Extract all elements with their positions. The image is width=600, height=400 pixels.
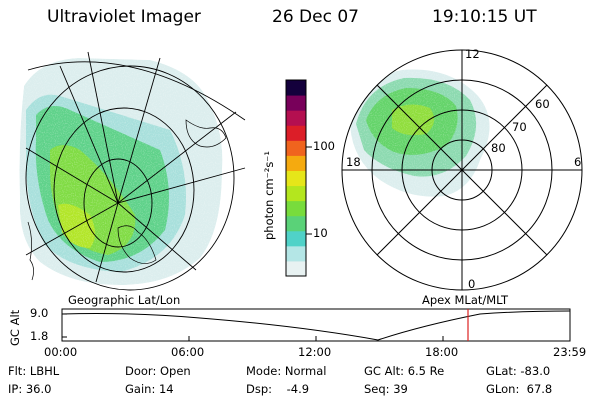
info-ip-value: 36.0 [25, 382, 52, 396]
colorbar [285, 79, 312, 277]
mlt-label-6: 6 [574, 155, 582, 169]
info-glon: GLon: 67.8 [486, 382, 553, 396]
info-glat: GLat: -83.0 [486, 364, 551, 378]
altitude-ylabel: GC Alt [8, 309, 22, 346]
info-mode-value: Normal [284, 364, 327, 378]
info-seq-value: 39 [393, 382, 408, 396]
colorbar-label-10: 10 [313, 226, 328, 240]
mlat-label-80: 80 [491, 141, 506, 155]
colorbar-cell [286, 185, 306, 202]
mlt-label-18: 18 [346, 155, 361, 169]
info-glat-value: -83.0 [520, 364, 551, 378]
colorbar-cell [286, 200, 306, 217]
meridian-lines [25, 51, 246, 283]
time-tick-1800: 18:00 [425, 345, 459, 359]
colorbar-cell [286, 125, 306, 141]
info-dsp-value: -4.9 [286, 382, 310, 396]
info-door-value: Open [159, 364, 191, 378]
right-map-caption: Apex MLat/MLT [422, 293, 509, 307]
info-gc-alt-value: 6.5 Re [407, 364, 445, 378]
altitude-curve [61, 310, 571, 341]
info-seq: Seq: 39 [364, 382, 408, 396]
time-label: 19:10:15 UT [432, 7, 537, 27]
colorbar-cell [286, 110, 306, 126]
info-glon-value: 67.8 [526, 382, 553, 396]
colorbar-cell [286, 260, 306, 277]
info-flt: Flt: LBHL [8, 364, 60, 378]
altitude-ytick-9: 9.0 [30, 306, 49, 320]
colorbar-cell [286, 155, 306, 171]
mlat-label-70: 70 [512, 120, 527, 134]
mlt-label-12: 12 [465, 47, 480, 61]
time-axis-ticks [61, 336, 571, 341]
info-ip: IP: 36.0 [8, 382, 52, 396]
info-mode: Mode: Normal [246, 364, 327, 378]
latitude-circles [25, 61, 246, 291]
colorbar-cell [286, 245, 306, 262]
info-dsp: Dsp: -4.9 [246, 382, 310, 396]
instrument-title: Ultraviolet Imager [47, 7, 201, 27]
left-map-caption: Geographic Lat/Lon [68, 293, 181, 307]
date-label: 26 Dec 07 [272, 7, 359, 27]
info-gain-value: 14 [158, 382, 174, 396]
altitude-ytick-1-8: 1.8 [30, 329, 49, 343]
info-flt-value: LBHL [29, 364, 60, 378]
mlat-label-60: 60 [535, 97, 550, 111]
info-gc-alt: GC Alt: 6.5 Re [364, 364, 445, 378]
colorbar-cell [286, 80, 306, 96]
colorbar-cell [286, 230, 306, 247]
info-gain: Gain: 14 [125, 382, 174, 396]
time-tick-2359: 23:59 [553, 345, 587, 359]
time-tick-1200: 12:00 [298, 345, 332, 359]
left-geographic-map [19, 51, 246, 291]
right-polar-map [341, 49, 583, 291]
colorbar-cell [286, 140, 306, 156]
altitude-plot [61, 308, 571, 342]
colorbar-label-100: 100 [313, 139, 335, 153]
colorbar-unit-label: photon cm⁻²s⁻¹ [262, 151, 276, 240]
mlt-label-0: 0 [468, 277, 476, 291]
colorbar-cell [286, 95, 306, 111]
colorbar-cell [286, 170, 306, 187]
polar-diagonal-2 [376, 84, 548, 256]
info-door: Door: Open [125, 364, 191, 378]
time-tick-0000: 00:00 [44, 345, 78, 359]
time-tick-0600: 06:00 [171, 345, 205, 359]
colorbar-cell [286, 215, 306, 232]
